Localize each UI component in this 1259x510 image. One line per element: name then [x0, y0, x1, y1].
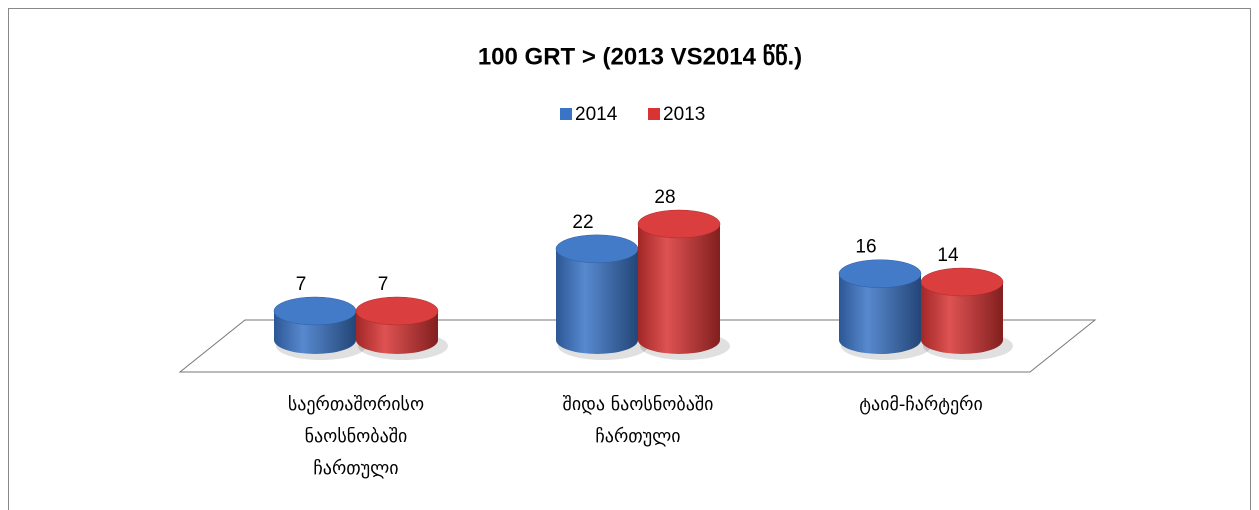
- x-tick-label: შიდა ნაოსნობაში ჩართული: [563, 394, 714, 447]
- bar: [556, 248, 638, 354]
- bar-top: [920, 267, 1004, 297]
- legend-label: 2013: [663, 104, 705, 125]
- bar-top: [838, 259, 922, 288]
- chart-title: 100 GRT > (2013 VS2014 წწ.): [478, 43, 802, 70]
- x-tick-label: ტაიმ-ჩარტერი: [859, 394, 983, 415]
- legend-swatch: [560, 108, 572, 120]
- legend-label: 2014: [575, 104, 618, 125]
- bar-top: [637, 209, 721, 239]
- bar-top: [555, 234, 639, 264]
- value-label: 28: [654, 187, 675, 208]
- value-label: 14: [937, 245, 959, 266]
- chart-border: [8, 8, 1251, 510]
- bar-top: [273, 296, 357, 326]
- bar-top: [355, 296, 439, 326]
- bar: [638, 224, 720, 354]
- legend-swatch: [648, 108, 660, 120]
- value-label: 22: [572, 212, 593, 233]
- value-label: 16: [855, 237, 876, 258]
- bar: [839, 273, 921, 354]
- x-tick-label: საერთაშორისო ნაოსნობაში ჩართული: [288, 394, 424, 479]
- bar: [921, 282, 1003, 354]
- value-label: 7: [378, 274, 389, 295]
- value-label: 7: [296, 274, 307, 295]
